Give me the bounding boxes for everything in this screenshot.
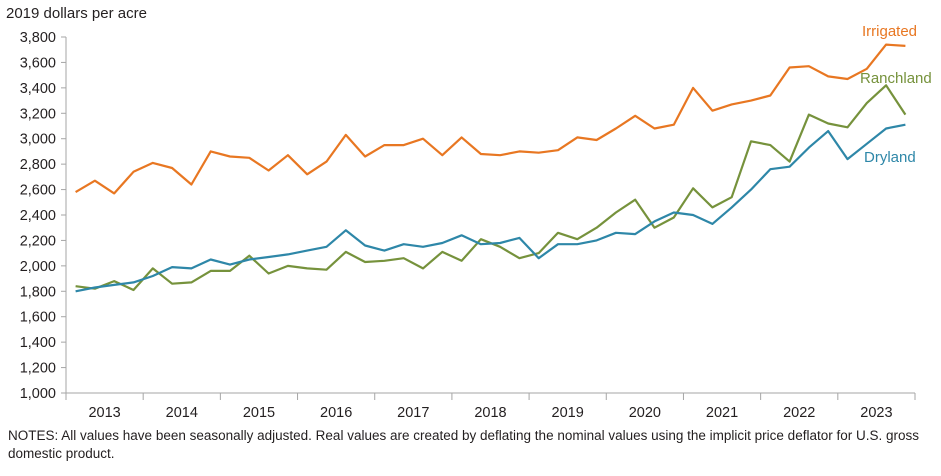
y-tick-label: 3,000 — [20, 132, 56, 148]
y-tick-label: 2,600 — [20, 183, 56, 199]
x-tick-label: 2020 — [629, 405, 661, 421]
x-tick-label: 2018 — [474, 405, 506, 421]
y-axis: 1,000 1,200 1,400 1,600 1,800 2,000 2,200 2,400… — [20, 30, 67, 402]
x-tick-label: 2015 — [243, 405, 275, 421]
y-tick-label: 1,400 — [20, 335, 56, 351]
x-axis: 2013 2014 2015 2016 2017 2018 2019 2020 2021 2022… — [65, 392, 916, 421]
y-tick-label: 1,000 — [20, 386, 56, 402]
series-line-irrigated — [75, 43, 906, 195]
chart-notes: NOTES: All values have been seasonally a… — [8, 428, 919, 461]
series-lines — [75, 43, 907, 293]
x-tick-label: 2021 — [706, 405, 738, 421]
y-tick-label: 3,800 — [20, 30, 56, 46]
series-line-dryland — [75, 123, 906, 293]
y-tick-label: 1,200 — [20, 361, 56, 377]
y-tick-label: 2,000 — [20, 259, 56, 275]
series-line-ranchland — [75, 84, 907, 292]
x-tick-label: 2022 — [783, 405, 815, 421]
y-tick-label: 2,400 — [20, 208, 56, 224]
y-tick-label: 3,400 — [20, 81, 56, 97]
x-tick-label: 2016 — [320, 405, 352, 421]
y-axis-unit-label: 2019 dollars per acre — [6, 5, 147, 22]
y-tick-label: 3,200 — [20, 106, 56, 122]
y-tick-label: 3,600 — [20, 55, 56, 71]
series-label-dryland: Dryland — [864, 149, 916, 166]
series-label-irrigated: Irrigated — [862, 23, 917, 40]
x-tick-label: 2013 — [88, 405, 120, 421]
x-tick-label: 2017 — [397, 405, 429, 421]
y-tick-label: 2,200 — [20, 233, 56, 249]
x-tick-label: 2019 — [552, 405, 584, 421]
land-value-chart: 1,000 1,200 1,400 1,600 1,800 2,000 2,200 2,400… — [20, 23, 932, 421]
series-label-ranchland: Ranchland — [860, 70, 932, 87]
y-tick-label: 2,800 — [20, 157, 56, 173]
x-tick-label: 2014 — [166, 405, 198, 421]
series-labels: Irrigated Ranchland Dryland — [860, 23, 932, 166]
x-tick-label: 2023 — [860, 405, 892, 421]
y-tick-label: 1,600 — [20, 310, 56, 326]
y-tick-label: 1,800 — [20, 284, 56, 300]
